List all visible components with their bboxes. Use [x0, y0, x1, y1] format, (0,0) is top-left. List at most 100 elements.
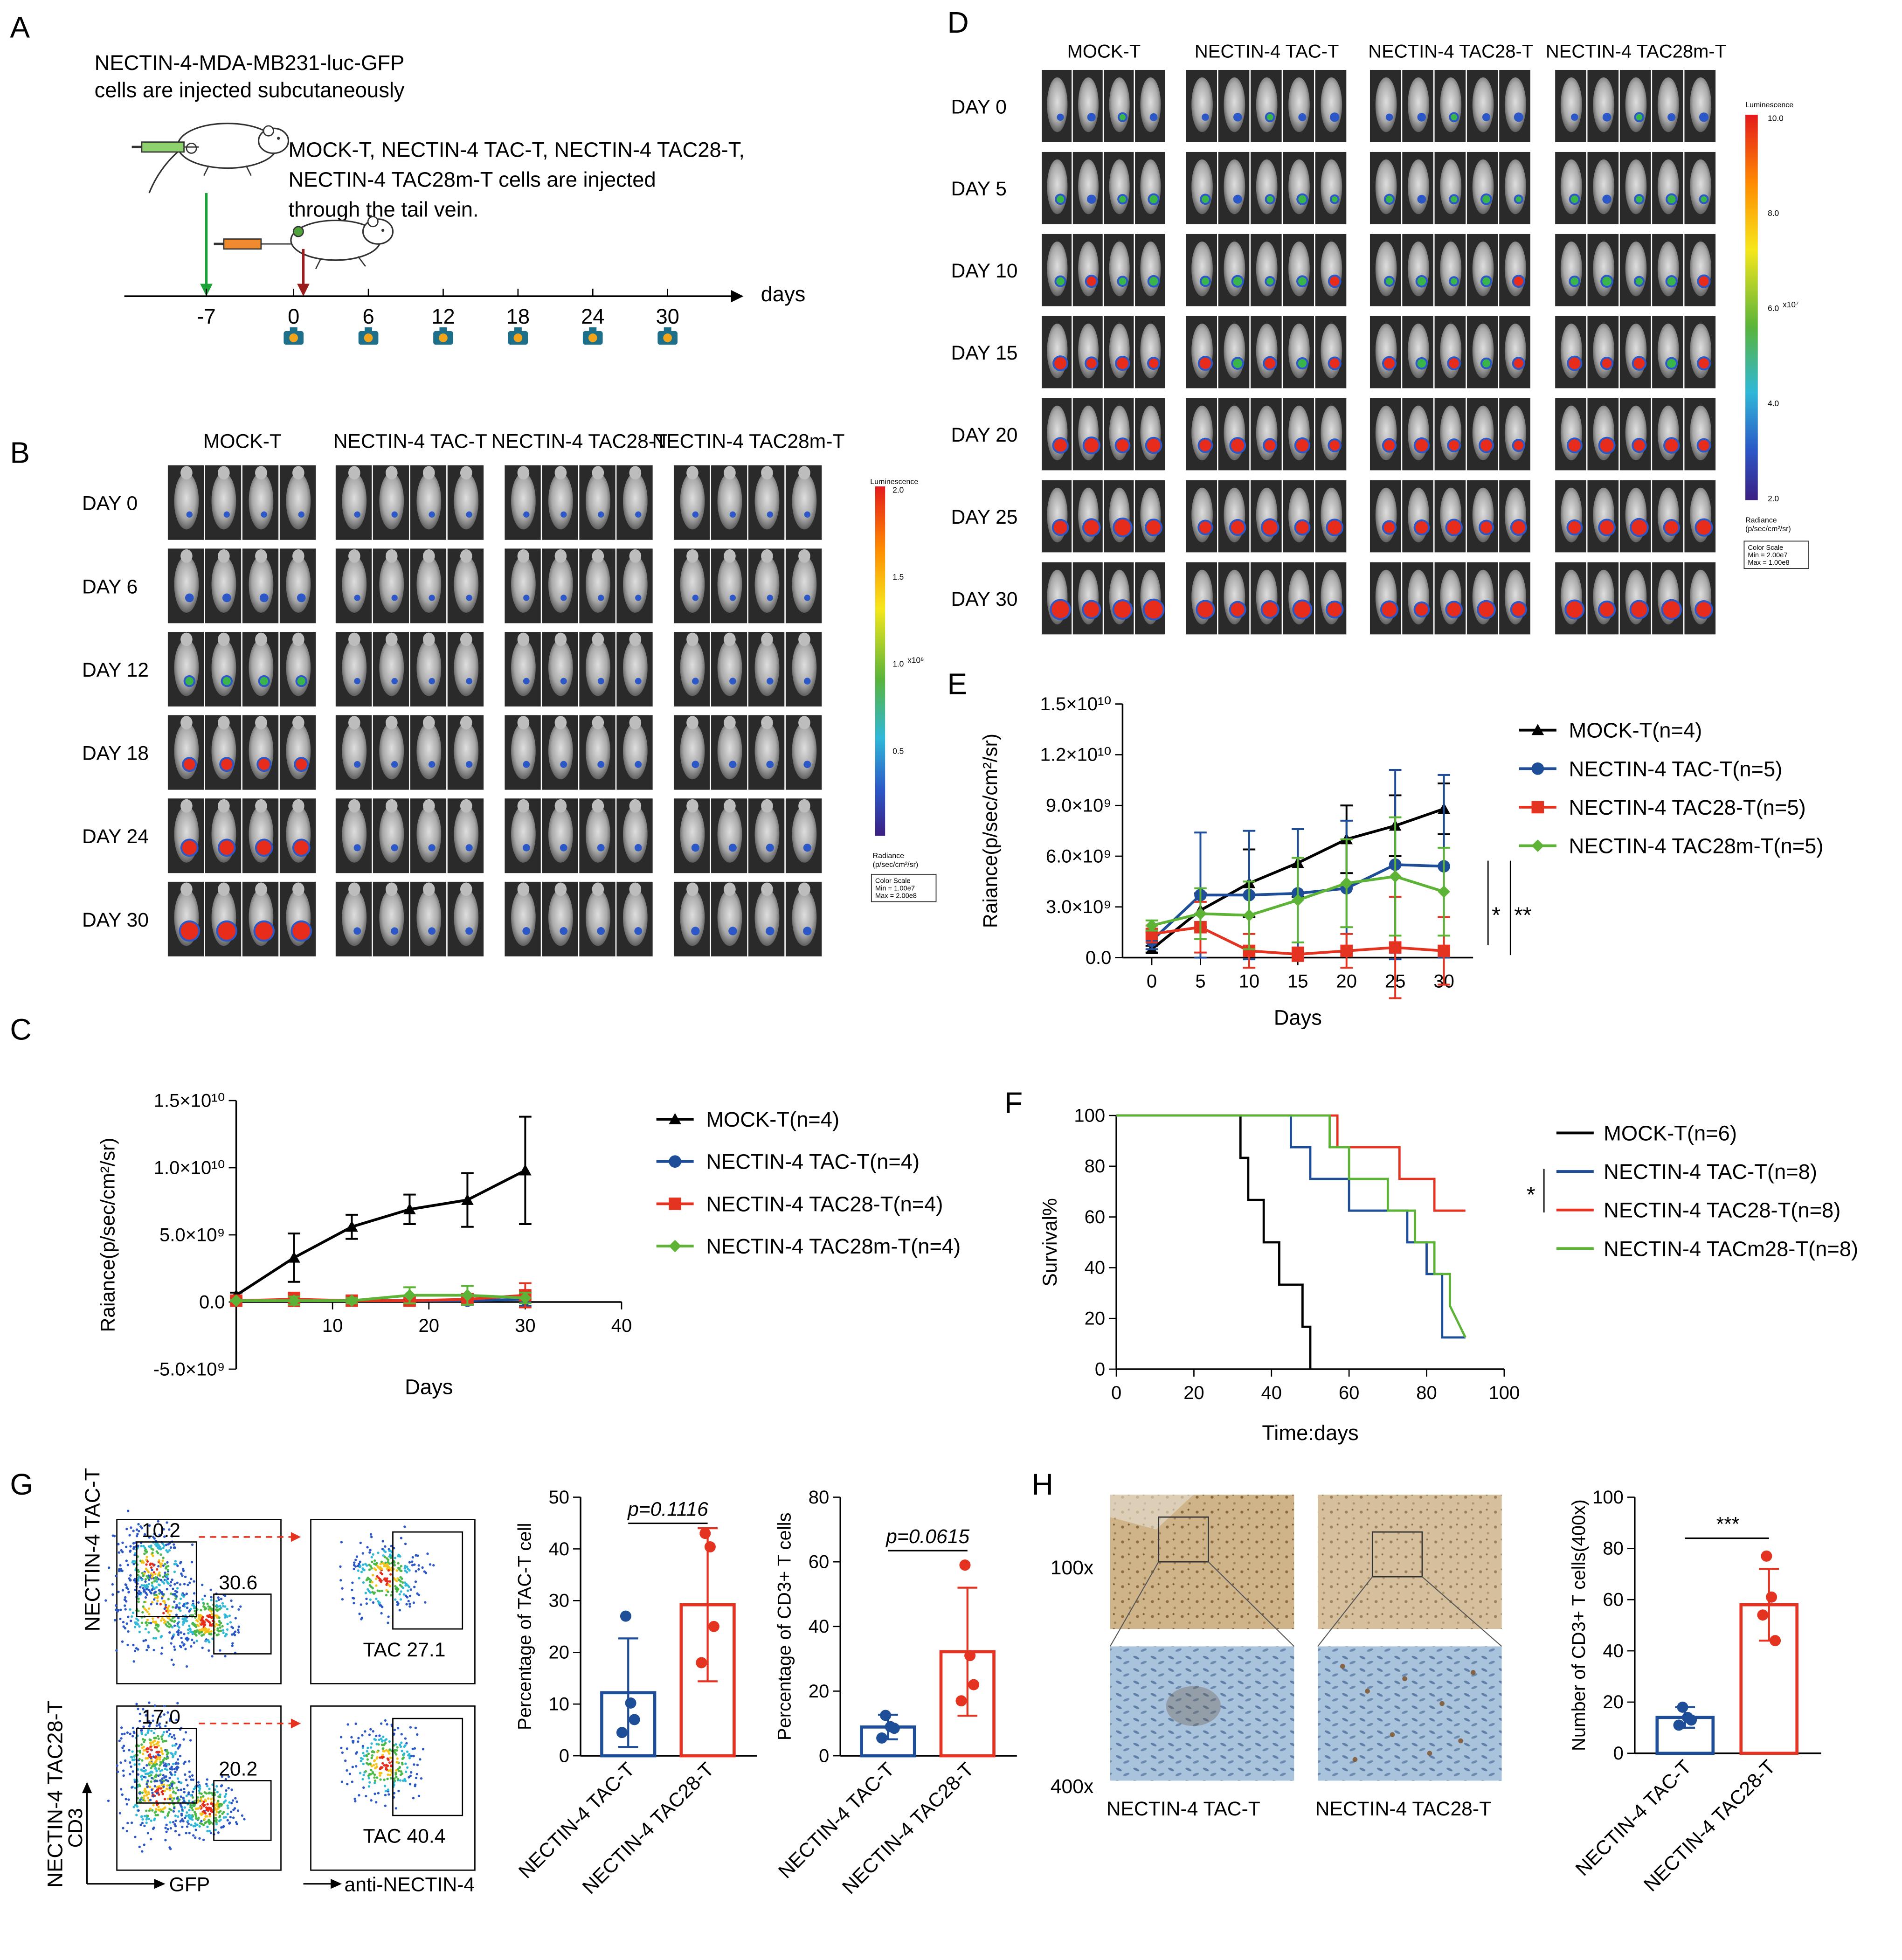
mouse-image-cell	[785, 715, 822, 790]
flow-axis-legend: CD3 GFP anti-NECTIN-4	[64, 1782, 475, 1896]
mouse-image-cell	[1369, 152, 1401, 224]
mouse-image-cell	[279, 798, 316, 873]
mouse-image-cell	[1619, 480, 1651, 553]
mouse-image-cell	[1042, 398, 1072, 471]
mouse-image-cell	[1555, 152, 1586, 224]
color-bar	[875, 486, 885, 836]
syringe-icon	[131, 141, 199, 153]
syringe-icon	[214, 238, 291, 250]
x-tick-label: 40	[611, 1316, 632, 1336]
mouse-image-cell	[205, 881, 242, 956]
mouse-image-cell	[1652, 562, 1683, 635]
tac-value: TAC 27.1	[363, 1639, 445, 1661]
group-header: NECTIN-4 TAC-T	[333, 430, 487, 452]
y-axis-label: Raiance(p/sec/cm²/sr)	[979, 734, 1002, 928]
mouse-image-cell	[785, 798, 822, 873]
mouse-image-cell	[1072, 234, 1103, 306]
mouse-image-cell	[410, 465, 447, 540]
mouse-image-cell	[1042, 316, 1072, 388]
ihc-column-label: NECTIN-4 TAC28-T	[1315, 1798, 1492, 1820]
legend-label: NECTIN-4 TAC28m-T(n=4)	[706, 1234, 961, 1258]
mouse-image-cell	[447, 715, 484, 790]
mouse-image-cell	[1652, 152, 1683, 224]
mouse-image-cell	[1555, 316, 1586, 388]
mouse-image-cell	[1466, 562, 1498, 635]
mouse-image-cell	[1402, 480, 1433, 553]
mouse-image-cell	[279, 881, 316, 956]
mouse-image-cell	[1072, 316, 1103, 388]
radiance-label: Radiance	[1745, 516, 1777, 524]
mouse-image-cell	[711, 632, 747, 706]
mouse-image-cell	[335, 632, 372, 706]
day-row-label: DAY 15	[951, 342, 1018, 364]
mouse-image-cell	[748, 715, 785, 790]
ihc-column-label: NECTIN-4 TAC-T	[1107, 1798, 1260, 1820]
survival-curve	[1116, 1114, 1466, 1212]
mouse-image-cell	[1402, 234, 1433, 306]
data-point	[346, 1294, 358, 1307]
mouse-image-cell	[1104, 398, 1134, 471]
x-tick-label: 15	[1287, 971, 1308, 991]
legend-item: NECTIN-4 TAC28m-T(n=4)	[656, 1234, 961, 1258]
y-tick-label: 0	[819, 1745, 829, 1766]
data-point	[403, 1203, 416, 1214]
treatment-text-line2: NECTIN-4 TAC28m-T cells are injected	[289, 168, 656, 192]
y-tick-label: 20	[549, 1642, 569, 1663]
mouse-image-cell	[1434, 562, 1466, 635]
camera-icon	[433, 327, 453, 345]
data-dot	[620, 1610, 631, 1622]
mouse-image-cell	[1555, 69, 1586, 142]
timeline-tick-label: -7	[197, 305, 215, 328]
mouse-image-cell	[1251, 152, 1282, 224]
mouse-image-cell	[1555, 234, 1586, 306]
significance-star: *	[1492, 903, 1501, 928]
mouse-image-cell	[1466, 69, 1498, 142]
mouse-image-cell	[373, 465, 409, 540]
mouse-image-cell	[1499, 69, 1530, 142]
mouse-image-cell	[1684, 69, 1716, 142]
mouse-image-cell	[242, 798, 279, 873]
data-dot	[1673, 1719, 1685, 1731]
y-tick-label: 10	[549, 1694, 569, 1715]
mouse-image-cell	[1402, 152, 1433, 224]
mouse-image-cell	[1652, 69, 1683, 142]
data-point	[1340, 877, 1353, 890]
mouse-image-cell	[1135, 480, 1165, 553]
mouse-image-cell	[1135, 562, 1165, 635]
scale-info-line: Color Scale	[1748, 544, 1783, 552]
color-bar	[1745, 114, 1758, 500]
mouse-image-cell	[785, 465, 822, 540]
day-row-label: DAY 30	[82, 909, 149, 931]
mouse-image-cell	[1072, 480, 1103, 553]
gate-value: 10.2	[142, 1519, 180, 1542]
group-header: MOCK-T	[1067, 41, 1141, 62]
gating-arrowhead	[290, 1532, 301, 1542]
mouse-image-cell	[1684, 562, 1716, 635]
mouse-image-cell	[242, 548, 279, 623]
scale-info-line: Min = 1.00e7	[875, 885, 915, 893]
mouse-image-cell	[1434, 152, 1466, 224]
mouse-image-cell	[1434, 398, 1466, 471]
data-dot	[880, 1710, 892, 1721]
gating-arrowhead	[290, 1718, 301, 1729]
legend-item: NECTIN-4 TAC28m-T(n=5)	[1519, 834, 1823, 858]
scale-tick-label: 2.0	[892, 485, 904, 494]
cd3-percentage-bar-chart: 0 20 40 60 80 Percentage of CD3+ T cells NECTI…	[774, 1487, 1017, 1898]
mouse-image-cell	[279, 715, 316, 790]
mouse-image-cell	[1587, 562, 1619, 635]
y-tick-label: 60	[1603, 1590, 1623, 1610]
mouse-image-cell	[1369, 69, 1401, 142]
legend-label: MOCK-T(n=4)	[706, 1108, 839, 1131]
mouse-image-cell	[1251, 234, 1282, 306]
mouse-image-cell	[205, 548, 242, 623]
data-dot	[704, 1541, 716, 1553]
day-row-label: DAY 5	[951, 178, 1007, 200]
radiance-label: Radiance	[873, 852, 905, 860]
x-axis-label: Days	[405, 1375, 453, 1399]
timeline-tick-label: 24	[581, 305, 604, 328]
x-tick-label: 30	[515, 1316, 535, 1336]
mouse-image-cell	[1684, 398, 1716, 471]
mouse-image-cell	[542, 881, 578, 956]
